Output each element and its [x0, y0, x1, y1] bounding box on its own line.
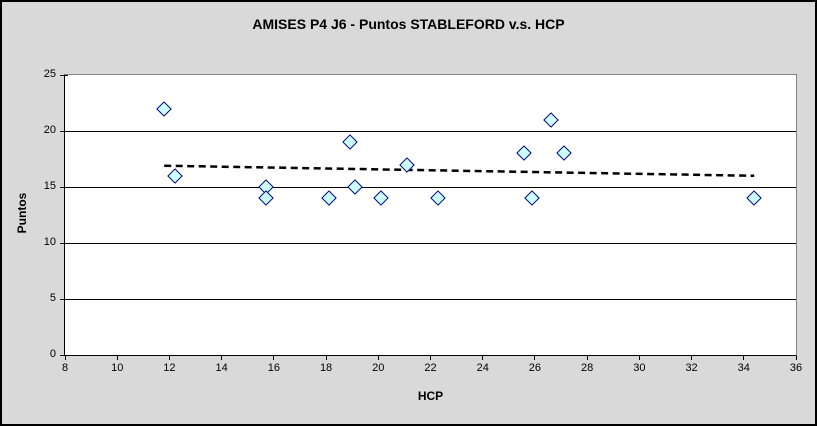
- y-tick-label: 25: [43, 68, 56, 80]
- trendline-segment: [164, 164, 755, 178]
- x-tick-mark: [64, 356, 66, 360]
- y-tick-label: 15: [43, 180, 56, 192]
- y-tick-mark: [60, 354, 68, 356]
- y-tick-mark: [60, 74, 68, 76]
- x-axis-title: HCP: [417, 389, 444, 403]
- y-tick-label: 0: [49, 348, 56, 360]
- x-tick-label: 18: [319, 362, 333, 374]
- chart-title: AMISES P4 J6 - Puntos STABLEFORD v.s. HC…: [252, 16, 565, 32]
- y-tick-mark: [60, 298, 68, 300]
- plot-area: [64, 74, 797, 356]
- y-tick-mark: [60, 130, 68, 132]
- x-tick-label: 8: [61, 362, 69, 374]
- x-tick-label: 36: [789, 362, 803, 374]
- gridline-y-5: [65, 298, 796, 300]
- y-tick-label: 10: [43, 236, 56, 248]
- y-tick-mark: [60, 242, 68, 244]
- gridline-y-10: [65, 242, 796, 244]
- x-tick-label: 14: [215, 362, 228, 374]
- x-tick-mark: [638, 356, 640, 360]
- x-tick-mark: [795, 356, 797, 360]
- x-tick-label: 22: [424, 362, 437, 374]
- x-tick-label: 24: [476, 362, 489, 374]
- y-tick-mark: [60, 186, 68, 188]
- x-tick-label: 10: [111, 362, 124, 374]
- x-tick-mark: [430, 356, 431, 360]
- x-tick-mark: [116, 356, 118, 360]
- x-tick-label: 34: [737, 362, 750, 374]
- y-tick-label: 20: [43, 124, 56, 136]
- trendline: [164, 164, 755, 178]
- x-tick-mark: [743, 356, 745, 360]
- y-axis-title: Puntos: [15, 192, 29, 234]
- gridline-y-15: [65, 186, 796, 188]
- x-tick-mark: [221, 356, 223, 360]
- x-tick-label: 26: [528, 362, 542, 374]
- y-tick-label: 5: [49, 292, 56, 304]
- x-tick-mark: [586, 356, 588, 360]
- x-tick-mark: [325, 356, 327, 360]
- x-tick-mark: [168, 356, 170, 360]
- x-tick-label: 32: [685, 362, 698, 374]
- x-tick-label: 12: [163, 362, 176, 374]
- x-tick-mark: [273, 356, 275, 360]
- x-tick-mark: [377, 356, 379, 360]
- gridline-y-20: [65, 130, 796, 132]
- x-tick-mark: [691, 356, 693, 360]
- x-tick-mark: [482, 356, 484, 360]
- x-tick-label: 16: [267, 362, 280, 374]
- x-tick-label: 28: [581, 362, 594, 374]
- x-tick-mark: [534, 356, 536, 360]
- x-tick-label: 30: [633, 362, 646, 374]
- x-tick-label: 20: [372, 362, 385, 374]
